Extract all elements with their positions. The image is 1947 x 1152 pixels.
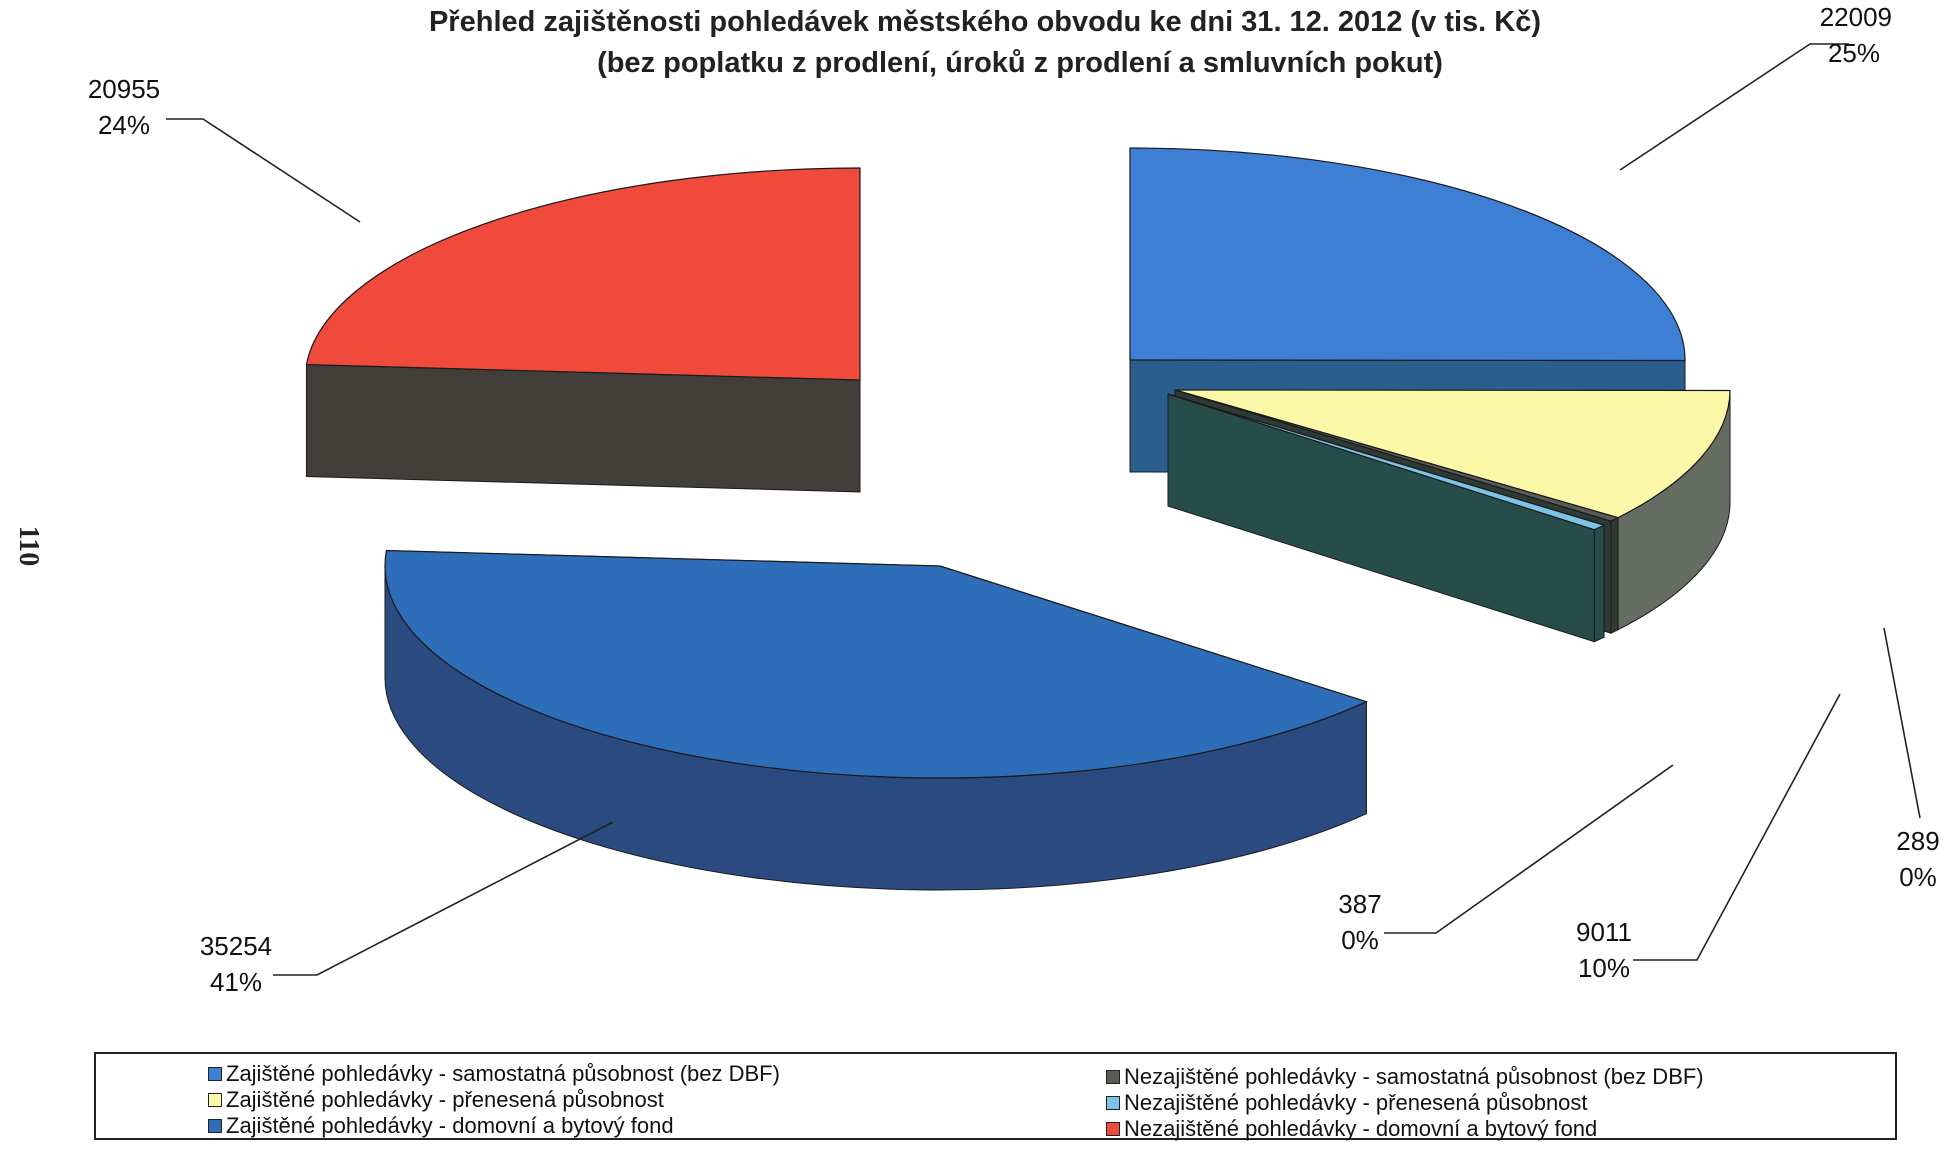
- legend-swatch: [1106, 1070, 1120, 1084]
- data-label-value: 387: [1338, 889, 1381, 919]
- legend-swatch: [1106, 1096, 1120, 1110]
- pie-slice: [384, 549, 1369, 891]
- data-label-value: 20955: [88, 74, 160, 104]
- legend-item: Zajištěné pohledávky - samostatná působn…: [208, 1061, 780, 1087]
- legend-swatch: [208, 1093, 222, 1107]
- legend-item: Nezajištěné pohledávky - přenesená působ…: [1106, 1090, 1588, 1116]
- leader-line: [1619, 43, 1849, 171]
- page-side-number: 110: [13, 525, 45, 567]
- data-label-percent: 25%: [1828, 38, 1880, 68]
- data-label-value: 22009: [1820, 2, 1892, 32]
- chart-legend: Zajištěné pohledávky - samostatná působn…: [94, 1052, 1897, 1142]
- slice-wall: [305, 364, 861, 493]
- slice-top: [1174, 389, 1620, 522]
- data-label-percent: 0%: [1899, 862, 1937, 892]
- pie-slice: [305, 167, 861, 493]
- legend-swatch: [208, 1119, 222, 1133]
- data-label-percent: 24%: [98, 110, 150, 140]
- slice-top: [1174, 389, 1731, 519]
- leader-line: [1384, 764, 1674, 934]
- pie-slices: [305, 147, 1731, 891]
- slice-top: [305, 167, 861, 381]
- legend-swatch: [1106, 1122, 1120, 1136]
- leader-lines: [166, 43, 1921, 976]
- data-label-percent: 10%: [1578, 953, 1630, 983]
- legend-label: Zajištěné pohledávky - přenesená působno…: [226, 1087, 664, 1112]
- legend-label: Zajištěné pohledávky - domovní a bytový …: [226, 1113, 674, 1138]
- data-labels: 22009 25% 9011 10% 289 0% 387 0% 35254 41% 20955 24…: [88, 2, 1940, 997]
- chart-subtitle: (bez poplatku z prodlení, úroků z prodle…: [597, 47, 1443, 79]
- pie-slice: [1167, 393, 1606, 643]
- data-label-value: 289: [1896, 826, 1939, 856]
- legend-item: Zajištěné pohledávky - domovní a bytový …: [208, 1113, 674, 1139]
- legend-swatch: [208, 1067, 222, 1081]
- legend-item: Nezajištěné pohledávky - samostatná půso…: [1106, 1064, 1704, 1090]
- legend-label: Nezajištěné pohledávky - přenesená působ…: [1124, 1090, 1588, 1115]
- slice-outer-wall: [1610, 516, 1619, 634]
- data-label-percent: 41%: [210, 967, 262, 997]
- slice-top: [384, 549, 1369, 779]
- legend-item: Nezajištěné pohledávky - domovní a bytov…: [1106, 1116, 1597, 1142]
- slice-top: [1129, 147, 1686, 362]
- chart-title: Přehled zajištěnosti pohledávek městskéh…: [429, 6, 1541, 38]
- legend-label: Nezajištěné pohledávky - domovní a bytov…: [1124, 1116, 1598, 1141]
- slice-top: [1167, 393, 1606, 531]
- data-label-value: 35254: [200, 931, 272, 961]
- legend-label: Zajištěné pohledávky - samostatná působn…: [226, 1061, 780, 1086]
- leader-line: [1883, 627, 1921, 819]
- legend-label: Nezajištěné pohledávky - samostatná půso…: [1124, 1064, 1704, 1089]
- slice-outer-wall: [1593, 524, 1605, 643]
- legend-item: Zajištěné pohledávky - přenesená působno…: [208, 1087, 664, 1113]
- data-label-value: 9011: [1576, 917, 1632, 947]
- leader-line: [166, 118, 361, 223]
- leader-line: [1633, 693, 1841, 961]
- leader-line: [273, 821, 614, 976]
- data-label-percent: 0%: [1341, 925, 1379, 955]
